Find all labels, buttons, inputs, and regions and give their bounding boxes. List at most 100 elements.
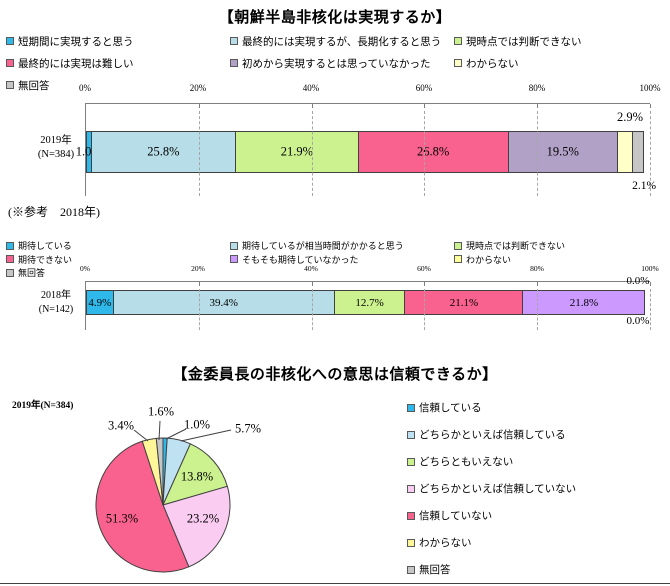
row-label-year: 2019年 bbox=[40, 135, 72, 146]
segment-value-label: 2.9% bbox=[616, 110, 643, 124]
legend-swatch bbox=[454, 241, 462, 250]
gridline bbox=[537, 289, 539, 330]
legend-item: 現時点では判断できない bbox=[454, 30, 582, 52]
legend-swatch bbox=[407, 484, 415, 493]
legend-label: 現時点では判断できない bbox=[466, 36, 582, 48]
legend-swatch bbox=[454, 37, 462, 45]
legend-label: 期待しているが相当時間がかかると思う bbox=[242, 241, 404, 252]
axis-tick-label: 100% bbox=[639, 83, 661, 93]
segment-value-label: 19.5% bbox=[546, 144, 579, 159]
legend-item: 信頼している bbox=[407, 402, 576, 414]
legend-label: 信頼している bbox=[419, 403, 482, 414]
pie-leader-line bbox=[133, 429, 149, 442]
bar-segment: 39.4% bbox=[112, 290, 335, 315]
bar-chart-2018-plot-area: 4.9% 39.4% 12.7% 21.1% 21.8% 0.0% 0.0% bbox=[85, 275, 651, 330]
pie-chart bbox=[95, 420, 232, 573]
bar-segment bbox=[632, 131, 644, 173]
axis-tick-label: 20% bbox=[189, 83, 207, 93]
bar-chart-2019-bar: 1.0% 25.8% 21.9% 26.8% 19.5% bbox=[76, 131, 650, 173]
bar-chart-2019-row-label: 2019年 (N=384) bbox=[14, 134, 98, 162]
axis-tick-label: 100% bbox=[641, 264, 659, 273]
bar-chart-2018-legend: 期待している 期待しているが相当時間がかかると思う 現時点では判断できない 期待できな… bbox=[6, 239, 565, 280]
axis-tickmark bbox=[537, 282, 539, 286]
bar-segment: 26.8% bbox=[357, 131, 509, 173]
axis-tickmark bbox=[311, 104, 313, 108]
legend-label: 無回答 bbox=[18, 80, 50, 92]
row-label-n: (N=142) bbox=[38, 304, 74, 315]
legend-label: 期待できない bbox=[18, 254, 73, 265]
legend-label: わからない bbox=[466, 254, 512, 265]
page-bottom-border bbox=[0, 583, 670, 584]
bar-segment: 21.8% bbox=[522, 290, 646, 315]
axis-tickmark bbox=[424, 104, 426, 108]
bar-segment: 19.5% bbox=[507, 131, 618, 173]
legend-label: わからない bbox=[419, 538, 472, 549]
legend-item: そもそも期待していなかった bbox=[230, 253, 454, 267]
segment-value-label: 26.8% bbox=[417, 144, 450, 159]
axis-tickmark bbox=[424, 282, 426, 286]
axis-tick-label: 80% bbox=[528, 83, 546, 93]
segment-value-label: 39.4% bbox=[209, 296, 238, 309]
legend-label: 最終的には実現は難しい bbox=[18, 58, 134, 70]
legend-swatch bbox=[6, 59, 14, 67]
axis-tickmark bbox=[198, 282, 200, 286]
legend-item: わからない bbox=[454, 253, 565, 267]
segment-value-label: 21.9% bbox=[280, 144, 314, 159]
axis-tick-label: 60% bbox=[417, 264, 431, 273]
legend-item: 無回答 bbox=[407, 564, 576, 576]
legend-swatch bbox=[407, 430, 415, 439]
legend-item: 無回答 bbox=[6, 74, 230, 96]
bar-segment: 4.9% bbox=[86, 290, 114, 315]
gridline bbox=[424, 289, 426, 330]
row-label-year: 2018年 bbox=[41, 290, 71, 301]
legend-label: わからない bbox=[466, 58, 519, 70]
axis-tick-label: 40% bbox=[302, 83, 320, 93]
legend-item: 最終的には実現するが、長期化すると思う bbox=[230, 30, 454, 52]
bar-chart-2019-axis: 0% 20% 40% 60% 80% 100% bbox=[79, 83, 661, 95]
axis-tickmark bbox=[198, 104, 200, 108]
legend-label: 信頼していない bbox=[419, 511, 493, 522]
bar-chart-2018-axis: 0% 20% 40% 60% 80% 100% bbox=[80, 264, 659, 276]
pie-slice bbox=[95, 440, 190, 573]
legend-swatch bbox=[6, 37, 14, 45]
pie-chart-legend: 信頼している どちらかといえば信頼している どちらともいえない どちらかといえば信頼し… bbox=[407, 402, 576, 586]
bar-segment: 12.7% bbox=[333, 290, 406, 315]
legend-label: 短期間に実現すると思う bbox=[18, 36, 134, 48]
pie-leader-line bbox=[180, 429, 232, 442]
segment-value-label: 25.8% bbox=[147, 144, 180, 159]
segment-value-label: 0.0% bbox=[626, 275, 650, 287]
gridline bbox=[311, 111, 313, 196]
axis-tick-label: 20% bbox=[191, 264, 205, 273]
legend-item: どちらかといえば信頼している bbox=[407, 429, 576, 441]
legend-item: わからない bbox=[407, 537, 576, 549]
legend-item: どちらともいえない bbox=[407, 456, 576, 468]
pie-slice bbox=[155, 437, 164, 506]
legend-swatch bbox=[230, 241, 238, 250]
pie-slice bbox=[162, 443, 228, 506]
legend-swatch bbox=[230, 59, 238, 67]
legend-swatch bbox=[230, 255, 238, 264]
legend-label: 無回答 bbox=[18, 268, 46, 279]
legend-swatch bbox=[407, 511, 415, 520]
bar-segment: 21.9% bbox=[235, 131, 359, 173]
legend-item: 短期間に実現すると思う bbox=[6, 30, 230, 52]
pie-leader-line bbox=[158, 420, 161, 441]
legend-item: 初めから実現するとは思っていなかった bbox=[230, 52, 454, 74]
legend-label: 最終的には実現するが、長期化すると思う bbox=[242, 36, 442, 48]
legend-item: 期待できない bbox=[6, 253, 230, 267]
legend-swatch bbox=[454, 255, 462, 264]
axis-tickmark bbox=[311, 282, 313, 286]
axis-tickmark bbox=[537, 104, 539, 108]
bar-chart-2019-legend: 短期間に実現すると思う 最終的には実現するが、長期化すると思う 現時点では判断できな… bbox=[6, 30, 582, 96]
segment-value-label: 4.9% bbox=[88, 296, 112, 309]
segment-value-label: 21.8% bbox=[569, 296, 599, 309]
legend-swatch bbox=[6, 81, 14, 89]
bar-chart-2018-bar: 4.9% 39.4% 12.7% 21.1% 21.8% bbox=[86, 290, 650, 315]
legend-swatch bbox=[6, 241, 14, 250]
reference-2018-heading: (※参考 2018年) bbox=[8, 205, 100, 219]
legend-swatch bbox=[6, 268, 14, 277]
legend-label: 現時点では判断できない bbox=[466, 241, 566, 252]
legend-swatch bbox=[454, 59, 462, 67]
axis-tick-label: 0% bbox=[79, 83, 91, 93]
